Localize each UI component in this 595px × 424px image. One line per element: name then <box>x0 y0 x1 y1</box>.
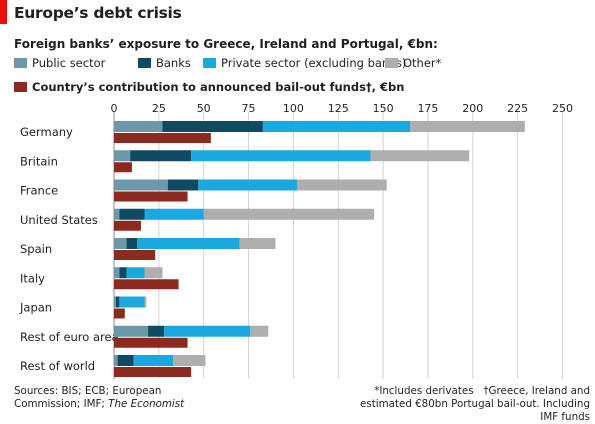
category-label: Japan <box>19 301 52 315</box>
category-label: Britain <box>20 154 58 168</box>
x-tick-label: 175 <box>417 102 438 115</box>
legend-swatch-contribution <box>14 82 27 92</box>
bar-public-sector <box>114 121 163 132</box>
bar-other <box>203 208 375 220</box>
legend-banks: Banks <box>138 56 191 70</box>
bar-private-sector <box>133 355 174 366</box>
legend-contribution: Country’s contribution to announced bail… <box>14 80 404 94</box>
x-tick-label: 50 <box>197 102 211 115</box>
bar-public-sector <box>114 238 127 249</box>
accent-tab <box>0 0 7 24</box>
source-publication: The Economist <box>108 398 185 410</box>
bar-contribution <box>114 308 125 319</box>
bar-contribution <box>114 191 188 202</box>
bar-private-sector <box>164 325 251 337</box>
legend-label-other: Other* <box>403 56 442 70</box>
bar-public-sector <box>114 355 118 366</box>
bar-private-sector <box>144 208 204 220</box>
x-tick-label: 125 <box>328 102 349 115</box>
x-tick-label: 0 <box>111 102 118 115</box>
bar-banks <box>130 150 192 162</box>
bar-other <box>370 150 470 162</box>
legend-swatch-other <box>385 58 398 68</box>
bar-public-sector <box>114 267 120 279</box>
bar-banks <box>115 296 120 308</box>
bar-other <box>173 355 206 366</box>
footnotes: *Includes derivates †Greece, Ireland and… <box>345 385 590 424</box>
legend-swatch-banks <box>138 58 151 68</box>
x-tick-label: 200 <box>462 102 483 115</box>
bar-public-sector <box>114 179 168 191</box>
bar-contribution <box>114 133 211 143</box>
legend-private-sector: Private sector (excluding banks) <box>203 56 406 70</box>
bar-banks <box>167 179 199 191</box>
bar-public-sector <box>114 325 149 337</box>
category-label: Spain <box>20 242 52 256</box>
category-label: United States <box>20 213 98 227</box>
bar-private-sector <box>126 267 145 279</box>
bar-private-sector <box>137 238 240 249</box>
legend-label-private-sector: Private sector (excluding banks) <box>221 56 407 70</box>
bar-banks <box>119 208 145 220</box>
bar-public-sector <box>114 296 116 308</box>
legend-label-banks: Banks <box>156 56 191 70</box>
bar-banks <box>119 267 127 279</box>
x-tick-label: 100 <box>283 102 304 115</box>
x-tick-label: 225 <box>507 102 528 115</box>
category-label: Germany <box>20 125 73 139</box>
bar-other <box>296 179 387 191</box>
category-label: France <box>20 184 58 198</box>
bar-public-sector <box>114 150 131 162</box>
bar-other <box>239 238 276 249</box>
x-tick-label: 75 <box>242 102 256 115</box>
category-label: Rest of euro area <box>20 330 119 344</box>
legend-label-contribution: Country’s contribution to announced bail… <box>32 80 405 94</box>
bar-contribution <box>114 279 179 290</box>
category-label: Italy <box>20 271 45 285</box>
bar-contribution <box>114 337 188 348</box>
bar-private-sector <box>198 179 297 191</box>
bar-other <box>410 121 525 132</box>
legend-other: Other* <box>385 56 441 70</box>
bar-banks <box>162 121 263 132</box>
legend-swatch-private-sector <box>203 58 216 68</box>
legend-swatch-public-sector <box>14 58 27 68</box>
bar-banks <box>117 355 134 366</box>
bar-public-sector <box>114 208 120 220</box>
bar-other <box>144 267 163 279</box>
legend-public-sector: Public sector <box>14 56 105 70</box>
category-label: Rest of world <box>20 359 95 373</box>
legend-label-public-sector: Public sector <box>32 56 106 70</box>
bar-private-sector <box>191 150 371 162</box>
source-note: Sources: BIS; ECB; European Commission; … <box>14 385 204 411</box>
bar-private-sector <box>119 296 145 308</box>
bar-other <box>144 296 147 308</box>
x-tick-label: 25 <box>152 102 166 115</box>
footnote-derivatives: *Includes derivates <box>374 385 474 397</box>
x-tick-label: 250 <box>552 102 573 115</box>
bar-contribution <box>114 367 192 377</box>
source-text: Sources: BIS; ECB; European Commission; … <box>14 385 162 410</box>
bar-banks <box>126 238 138 249</box>
x-tick-label: 150 <box>373 102 394 115</box>
bar-other <box>250 325 269 337</box>
bar-private-sector <box>262 121 411 132</box>
bar-contribution <box>114 250 156 260</box>
chart-title: Europe’s debt crisis <box>14 4 182 22</box>
bar-banks <box>148 325 165 337</box>
bar-contribution <box>114 220 141 231</box>
chart-subtitle: Foreign banks’ exposure to Greece, Irela… <box>14 37 438 51</box>
bar-contribution <box>114 162 132 173</box>
